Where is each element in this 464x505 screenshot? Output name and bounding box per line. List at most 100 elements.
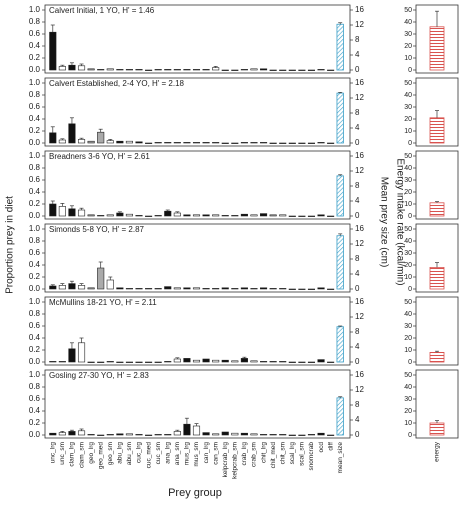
panel-frame [44,296,351,366]
energy-tick-label: 0 [408,67,412,74]
panel-frame [44,369,351,439]
x-tick-label: scal_sm [299,442,306,466]
bar [68,123,76,144]
y2-tick-label: 16 [355,297,364,306]
bar [183,358,191,363]
bar [327,215,335,217]
energy-frame [415,223,459,293]
bar [87,287,95,290]
bar [145,361,153,363]
bar [298,142,306,144]
y-tick-label: 0.8 [29,90,41,99]
bar [250,68,258,71]
bar [212,359,220,363]
bar [125,433,133,436]
x-tick-label: geo_lrg [88,442,95,464]
bar [87,68,95,71]
bar [116,361,124,363]
energy-tick-label: 50 [404,299,412,306]
y2-tick-label: 4 [355,342,360,351]
bar [240,213,248,217]
bar [58,285,66,290]
mean-size-bar [336,326,344,363]
bar [125,140,133,144]
y2-tick-label: 8 [355,254,360,263]
bar [135,361,143,363]
bar [212,288,220,290]
energy-tick-label: 10 [404,274,412,281]
bar [77,209,86,217]
bar [212,67,220,71]
x-tick-label: geo_sm [107,442,114,465]
bar [192,142,201,144]
energy-tick-label: 0 [408,359,412,366]
energy-bar [429,266,445,290]
bar [125,361,133,363]
y2-tick-label: 0 [355,357,360,366]
bar [202,358,210,363]
bar [260,142,268,144]
bar [106,140,114,144]
x-tick-label: kelpcrab_lrg [222,442,229,478]
bar [221,431,229,436]
bar [183,287,191,290]
bar [97,69,105,71]
energy-tick-label: 10 [404,420,412,427]
bar [240,358,248,363]
bar [288,434,296,436]
bar [58,361,66,363]
bar [135,141,143,144]
bar [250,214,258,217]
bar [307,69,316,71]
bar [145,288,153,290]
bar [240,142,248,144]
x-tick-label: unc_sm [59,442,66,465]
bar [183,214,191,217]
y-tick-label: 0.6 [29,29,41,38]
bar [317,432,325,436]
bar [173,142,181,144]
y-tick-label: 0.8 [29,163,41,172]
bar [173,212,181,217]
x-tick-label: ana_sm [174,442,181,465]
y-tick-label: 0.0 [29,65,41,74]
bar [327,361,335,363]
bar [116,212,124,217]
x-tick-label: mus_lrg [184,442,191,466]
bar [97,215,105,217]
bar [250,288,258,290]
bar [231,432,239,436]
x-tick-label: ana_lrg [164,442,171,464]
bar [106,434,114,436]
y2-tick-label: 0 [355,430,360,439]
panel-title: Calvert Initial, 1 YO, H' = 1.46 [49,6,155,15]
bar [279,214,287,217]
x-tick-label: can_sm [212,442,219,465]
bar [135,434,143,436]
bar [183,423,191,436]
y-tick-label: 0.8 [29,17,41,26]
y2-axis-label: Mean prey size (cm) [378,177,389,268]
x-tick-label: diff [327,442,334,451]
bar [173,69,181,71]
mean-size-bar [336,175,344,217]
y2-tick-label: 0 [355,211,360,220]
bar [298,69,306,71]
bar [317,142,325,144]
bar [288,142,296,144]
x-tick-label: mean_size [337,442,344,474]
y-tick-label: 0.6 [29,102,41,111]
bar [77,65,86,71]
bar [49,203,57,217]
bar [154,215,162,217]
bar [250,142,258,144]
bar [116,433,124,436]
panel-frame [44,150,351,220]
bar [192,214,201,217]
bar [183,69,191,71]
energy-tick-label: 40 [404,92,412,99]
bar [269,361,277,363]
bar [231,69,239,71]
bar [327,434,335,436]
bar [49,361,57,363]
